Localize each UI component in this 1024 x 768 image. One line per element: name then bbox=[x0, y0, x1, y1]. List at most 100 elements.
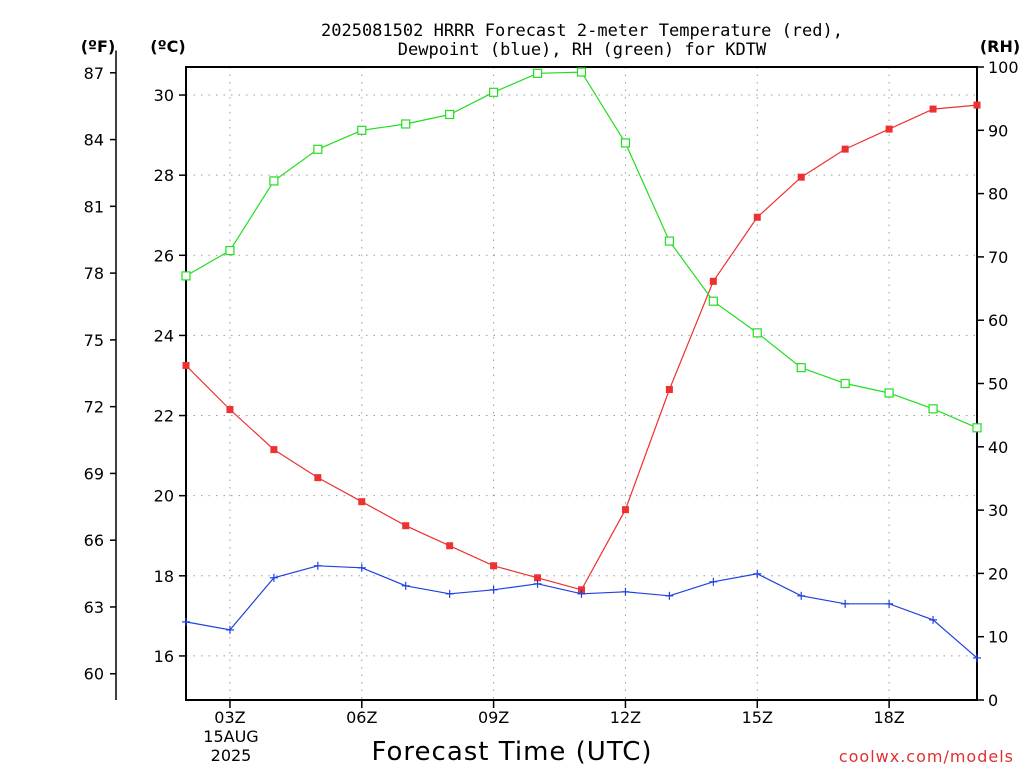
rh-tick-label: 0 bbox=[988, 691, 998, 710]
plot-frame bbox=[185, 66, 978, 701]
data-point bbox=[446, 542, 454, 550]
fahrenheit-tick-label: 78 bbox=[84, 264, 104, 283]
data-point bbox=[884, 388, 894, 398]
data-point bbox=[357, 125, 367, 135]
data-point bbox=[357, 563, 366, 572]
fahrenheit-tick-label: 69 bbox=[84, 464, 104, 483]
series-temperature bbox=[182, 101, 981, 594]
rh-unit-label: (RH) bbox=[980, 37, 1020, 56]
data-point bbox=[182, 361, 190, 369]
data-point bbox=[621, 587, 630, 596]
data-point bbox=[576, 67, 587, 77]
rh-tick-label: 60 bbox=[988, 311, 1008, 330]
data-point bbox=[533, 579, 542, 588]
axis-ticks: 60 63 66 69 72 75 78 81 84 87 16 18 20 22 24 26 28 30 0 10 2… bbox=[84, 58, 1019, 727]
data-point bbox=[578, 586, 585, 594]
x-tick-label: 03Z bbox=[214, 708, 245, 727]
data-point bbox=[621, 506, 629, 514]
rh-tick-label: 100 bbox=[988, 58, 1019, 77]
credit-label: coolwx.com/models bbox=[839, 747, 1014, 766]
rh-tick-label: 10 bbox=[988, 628, 1008, 647]
rh-tick-label: 70 bbox=[988, 248, 1008, 267]
fahrenheit-tick-label: 72 bbox=[84, 398, 104, 417]
date-label-year: 2025 bbox=[211, 746, 252, 765]
rh-tick-label: 80 bbox=[988, 185, 1008, 204]
fahrenheit-unit-label: (ºF) bbox=[81, 37, 116, 56]
fahrenheit-tick-label: 81 bbox=[84, 197, 104, 216]
data-point bbox=[709, 577, 718, 586]
rh-tick-label: 30 bbox=[988, 501, 1008, 520]
data-point bbox=[401, 119, 411, 129]
data-point bbox=[797, 591, 806, 600]
date-label-day: 15AUG bbox=[203, 727, 258, 746]
x-axis-label: Forecast Time (UTC) bbox=[371, 737, 652, 767]
data-point bbox=[490, 562, 498, 570]
celsius-unit-label: (ºC) bbox=[150, 37, 185, 56]
data-point bbox=[973, 101, 981, 109]
series-line-dewpoint bbox=[185, 565, 978, 659]
celsius-tick-label: 26 bbox=[154, 246, 174, 265]
x-tick-label: 15Z bbox=[742, 708, 773, 727]
celsius-tick-label: 30 bbox=[154, 86, 174, 105]
data-point bbox=[489, 585, 498, 594]
data-point bbox=[225, 245, 235, 256]
chart-title-line-1: 2025081502 HRRR Forecast 2-meter Tempera… bbox=[321, 21, 843, 41]
data-point bbox=[534, 574, 542, 582]
data-point bbox=[753, 213, 761, 221]
data-point bbox=[752, 328, 762, 338]
data-point bbox=[577, 589, 586, 598]
data-point bbox=[358, 498, 366, 506]
data-point bbox=[708, 296, 718, 306]
rh-tick-label: 50 bbox=[988, 375, 1008, 394]
series-line-temperature bbox=[185, 104, 978, 591]
data-point bbox=[269, 176, 279, 186]
data-point bbox=[445, 589, 454, 598]
data-point bbox=[929, 615, 938, 624]
data-point bbox=[665, 386, 673, 394]
celsius-tick-label: 18 bbox=[154, 567, 174, 586]
series-line-rh bbox=[185, 71, 978, 429]
x-tick-label: 06Z bbox=[346, 708, 377, 727]
data-point bbox=[973, 653, 981, 662]
x-tick-label: 18Z bbox=[873, 708, 904, 727]
celsius-tick-label: 22 bbox=[154, 407, 174, 426]
data-point bbox=[313, 561, 322, 570]
celsius-tick-label: 20 bbox=[154, 487, 174, 506]
data-point bbox=[182, 617, 190, 626]
data-point bbox=[841, 145, 849, 153]
fahrenheit-tick-label: 87 bbox=[84, 64, 104, 83]
celsius-tick-label: 16 bbox=[154, 647, 174, 666]
data-point bbox=[885, 125, 893, 133]
data-point bbox=[797, 173, 805, 181]
data-point bbox=[270, 446, 278, 454]
data-point bbox=[972, 423, 982, 433]
data-point bbox=[840, 378, 850, 389]
data-point bbox=[709, 277, 717, 285]
series-dewpoint bbox=[182, 561, 981, 662]
data-point bbox=[620, 138, 631, 148]
data-point bbox=[841, 599, 850, 608]
fahrenheit-tick-label: 75 bbox=[84, 331, 104, 350]
data-point bbox=[313, 144, 323, 154]
data-point bbox=[226, 406, 234, 414]
data-point bbox=[489, 87, 499, 97]
data-point bbox=[269, 573, 278, 582]
fahrenheit-tick-label: 84 bbox=[84, 131, 104, 150]
rh-tick-label: 40 bbox=[988, 438, 1008, 457]
chart-title-line-2: Dewpoint (blue), RH (green) for KDTW bbox=[398, 40, 767, 60]
data-point bbox=[225, 625, 234, 634]
data-point bbox=[928, 404, 938, 414]
data-point bbox=[665, 591, 674, 600]
data-point bbox=[532, 68, 543, 78]
x-tick-label: 09Z bbox=[478, 708, 509, 727]
data-point bbox=[401, 581, 410, 590]
fahrenheit-tick-label: 66 bbox=[84, 531, 104, 550]
data-point bbox=[753, 569, 762, 578]
x-tick-label: 12Z bbox=[610, 708, 641, 727]
fahrenheit-tick-label: 63 bbox=[84, 598, 104, 617]
data-point bbox=[445, 109, 455, 120]
data-point bbox=[796, 363, 806, 373]
rh-tick-label: 90 bbox=[988, 121, 1008, 140]
celsius-tick-label: 24 bbox=[154, 326, 174, 345]
data-series bbox=[181, 67, 982, 662]
